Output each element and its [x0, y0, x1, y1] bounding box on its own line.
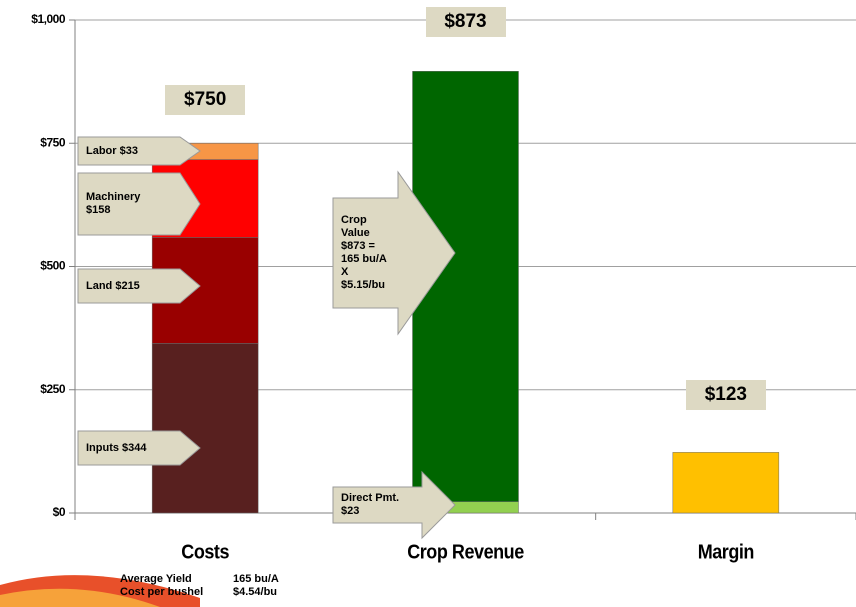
y-tick-label: $250 — [40, 382, 66, 396]
callout-label: Crop Value $873 = 165 bu/A X $5.15/bu — [341, 214, 387, 291]
footnote-cell: $4.54/bu — [233, 586, 278, 598]
footnote-cell: 165 bu/A — [233, 573, 279, 585]
callout-label: Direct Pmt. $23 — [341, 492, 400, 517]
bar-segment — [151, 343, 259, 514]
bar-segment — [672, 452, 780, 514]
decor-swoosh — [0, 588, 160, 607]
total-label: $750 — [165, 85, 246, 116]
callout-label: Land $215 — [86, 279, 140, 292]
x-tick-label: Crop Revenue — [407, 541, 524, 563]
x-tick-label: Costs — [181, 541, 229, 563]
y-tick-label: $750 — [40, 135, 66, 149]
callout-arrow — [77, 172, 201, 236]
total-label: $873 — [425, 6, 506, 37]
footnote-cell: Average Yield — [120, 573, 192, 585]
footnote-cell: Cost per bushel — [120, 586, 204, 598]
y-tick-label: $0 — [53, 505, 66, 519]
y-tick-label: $500 — [40, 259, 66, 273]
callout-label: Inputs $344 — [86, 441, 147, 454]
total-label: $123 — [685, 380, 766, 411]
y-tick-label: $1,000 — [31, 12, 66, 26]
callout-label: Labor $33 — [86, 144, 138, 157]
callout-arrow — [332, 170, 456, 336]
callout-arrow — [77, 136, 201, 166]
callout-arrow — [77, 430, 201, 466]
x-tick-label: Margin — [698, 541, 754, 563]
callout-arrow — [332, 470, 456, 540]
callout-label: Machinery $158 — [86, 191, 141, 216]
callout-arrow — [77, 268, 201, 304]
